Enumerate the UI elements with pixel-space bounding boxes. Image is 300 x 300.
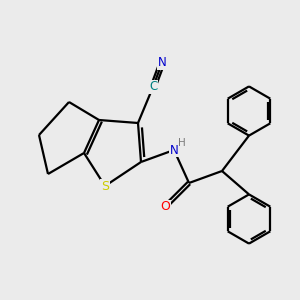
Text: H: H [178, 137, 185, 148]
Text: N: N [169, 143, 178, 157]
Text: O: O [160, 200, 170, 214]
Text: C: C [149, 80, 157, 94]
Text: N: N [158, 56, 166, 70]
Text: S: S [101, 179, 109, 193]
